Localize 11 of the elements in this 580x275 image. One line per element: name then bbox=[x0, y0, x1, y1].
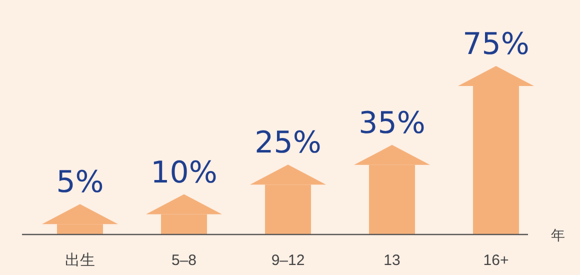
x-tick-label: 出生 bbox=[65, 252, 95, 269]
x-tick-label: 5–8 bbox=[171, 252, 197, 269]
data-label: 35% bbox=[358, 106, 426, 141]
data-label: 75% bbox=[462, 27, 530, 62]
data-label: 25% bbox=[254, 126, 322, 161]
x-axis-title: 年 bbox=[551, 227, 565, 243]
x-tick-label: 13 bbox=[384, 252, 400, 269]
x-tick-label: 16+ bbox=[483, 252, 509, 269]
x-tick-label: 9–12 bbox=[271, 252, 305, 269]
data-label: 5% bbox=[56, 165, 104, 200]
data-label: 10% bbox=[150, 155, 218, 190]
